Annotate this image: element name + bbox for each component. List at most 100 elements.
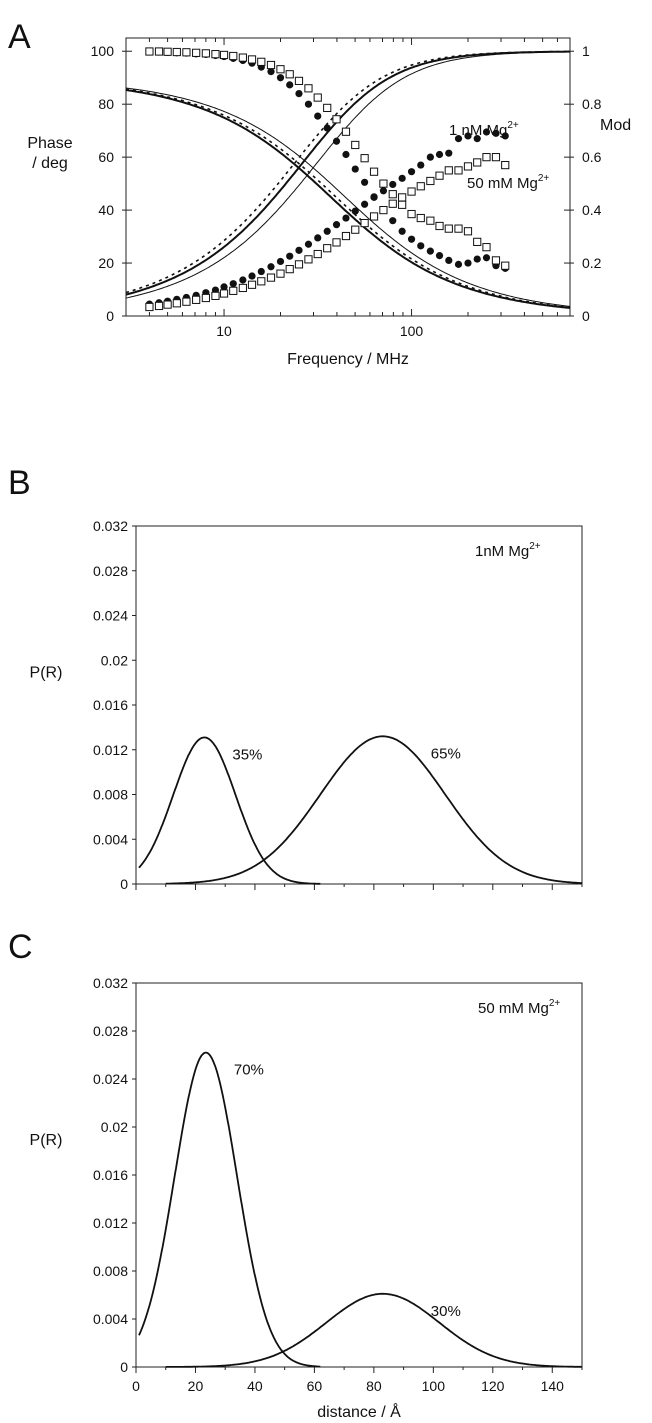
y2-tick-label-a: 0.4: [582, 202, 602, 218]
data-point-phase-circle: [295, 90, 303, 98]
fit-mod-1nm: [125, 50, 570, 296]
y-tick-label-a: 60: [98, 149, 114, 165]
data-point-mod-square: [463, 162, 473, 171]
x-tick-label-c: 20: [188, 1378, 204, 1394]
plot-frame-c: [135, 982, 583, 1368]
data-point-phase-square: [435, 221, 444, 231]
data-point-mod-square: [426, 176, 435, 186]
data-point-mod-circle: [248, 272, 256, 280]
data-point-mod-square: [473, 158, 482, 167]
y-tick-label-c: 0.016: [93, 1167, 128, 1183]
x-tick-label-c: 100: [422, 1378, 446, 1394]
data-point-mod-square: [369, 212, 379, 221]
y-tick-label-c: 0.004: [93, 1311, 128, 1327]
y-axis-label-c: P(R): [30, 1132, 63, 1149]
data-point-mod-square: [398, 193, 407, 202]
data-point-phase-square: [416, 213, 425, 223]
data-point-mod-circle: [323, 227, 331, 235]
y2-tick-label-a: 1: [582, 43, 590, 59]
data-point-mod-circle: [351, 207, 359, 215]
y-tick-label-c: 0.012: [93, 1215, 128, 1231]
data-point-mod-square: [388, 199, 397, 208]
data-point-mod-square: [482, 153, 491, 162]
data-point-phase-square: [304, 84, 313, 93]
data-point-mod-square: [435, 171, 444, 180]
data-point-phase-circle: [351, 165, 359, 173]
x-tick-label-c: 140: [541, 1378, 565, 1394]
annotation-mg-b: 1nM Mg2+: [475, 541, 541, 560]
y-tick-label-b: 0.032: [93, 518, 128, 534]
data-point-mod-circle: [361, 200, 369, 208]
y-tick-label-b: 0.024: [93, 608, 128, 624]
data-point-mod-square: [444, 166, 453, 175]
data-point-mod-square: [238, 283, 247, 293]
annotation-1nm-a: 1 nM Mg2+: [449, 120, 519, 139]
data-point-phase-circle: [342, 150, 350, 159]
data-point-mod-square: [454, 166, 463, 175]
data-point-phase-square: [454, 224, 463, 233]
x-axis-label-a: Frequency / MHz: [287, 351, 409, 368]
fit-phase-1nm: [125, 89, 571, 309]
data-point-mod-square: [211, 291, 220, 300]
distribution-curve-b-1: [138, 736, 321, 885]
data-point-phase-square: [247, 55, 257, 64]
data-point-mod-circle: [220, 283, 228, 291]
data-point-mod-square: [332, 238, 341, 247]
data-point-phase-square: [388, 190, 397, 199]
data-point-phase-square: [360, 154, 369, 163]
x-tick-label-c: 40: [247, 1378, 263, 1394]
data-point-mod-square: [407, 187, 416, 196]
data-point-phase-square: [444, 224, 453, 233]
fit-mod-50mm: [125, 51, 570, 299]
data-point-phase-circle: [426, 247, 434, 255]
x-tick-label-c: 80: [366, 1378, 382, 1394]
y-tick-label-c: 0.024: [93, 1071, 128, 1087]
data-point-phase-square: [491, 256, 501, 265]
annotation-50mm-a: 50 mM Mg2+: [467, 173, 549, 192]
y2-axis-label-a: Mod: [600, 117, 631, 134]
y-tick-label-b: 0.004: [93, 831, 128, 847]
x-tick-label-c: 0: [132, 1378, 140, 1394]
data-point-mod-circle: [267, 263, 275, 271]
data-point-mod-square: [351, 225, 360, 234]
data-point-mod-circle: [276, 257, 285, 266]
x-tick-label-c: 120: [481, 1378, 505, 1394]
data-point-phase-circle: [361, 178, 369, 186]
data-point-mod-square: [379, 205, 388, 215]
data-point-mod-square: [285, 265, 294, 274]
data-point-mod-circle: [501, 132, 509, 140]
data-point-mod-circle: [435, 150, 444, 159]
distribution-curve-c-2: [165, 1292, 583, 1368]
y2-tick-label-a: 0.2: [582, 255, 602, 271]
data-point-phase-circle: [482, 254, 491, 262]
population-label-b-2: 65%: [431, 745, 461, 762]
data-point-mod-square: [219, 289, 229, 298]
data-point-mod-circle: [286, 252, 294, 260]
data-point-mod-circle: [295, 246, 303, 254]
y-tick-label-c: 0.008: [93, 1263, 128, 1279]
data-point-phase-circle: [323, 124, 331, 132]
data-point-mod-circle: [426, 153, 434, 161]
data-point-phase-square: [285, 70, 294, 79]
y-tick-label-b: 0.028: [93, 563, 128, 579]
data-point-phase-square: [407, 209, 416, 219]
data-point-phase-square: [276, 65, 285, 74]
data-point-mod-square: [491, 153, 501, 162]
data-point-mod-square: [172, 299, 181, 308]
y-tick-label-c: 0.028: [93, 1023, 128, 1039]
y-tick-label-c: 0.032: [93, 975, 128, 991]
data-point-phase-square: [201, 49, 210, 58]
y-tick-label-c: 0: [120, 1359, 128, 1375]
y-tick-label-a: 80: [98, 96, 114, 112]
data-point-phase-circle: [435, 252, 444, 260]
data-point-mod-circle: [482, 128, 491, 136]
data-point-phase-square: [332, 115, 341, 124]
data-point-mod-square: [163, 300, 172, 309]
data-point-phase-square: [257, 57, 266, 66]
data-point-mod-circle: [304, 240, 313, 248]
data-point-phase-square: [398, 200, 407, 209]
data-point-mod-square: [182, 297, 191, 306]
data-point-phase-square: [229, 51, 238, 61]
data-point-mod-circle: [332, 221, 341, 229]
